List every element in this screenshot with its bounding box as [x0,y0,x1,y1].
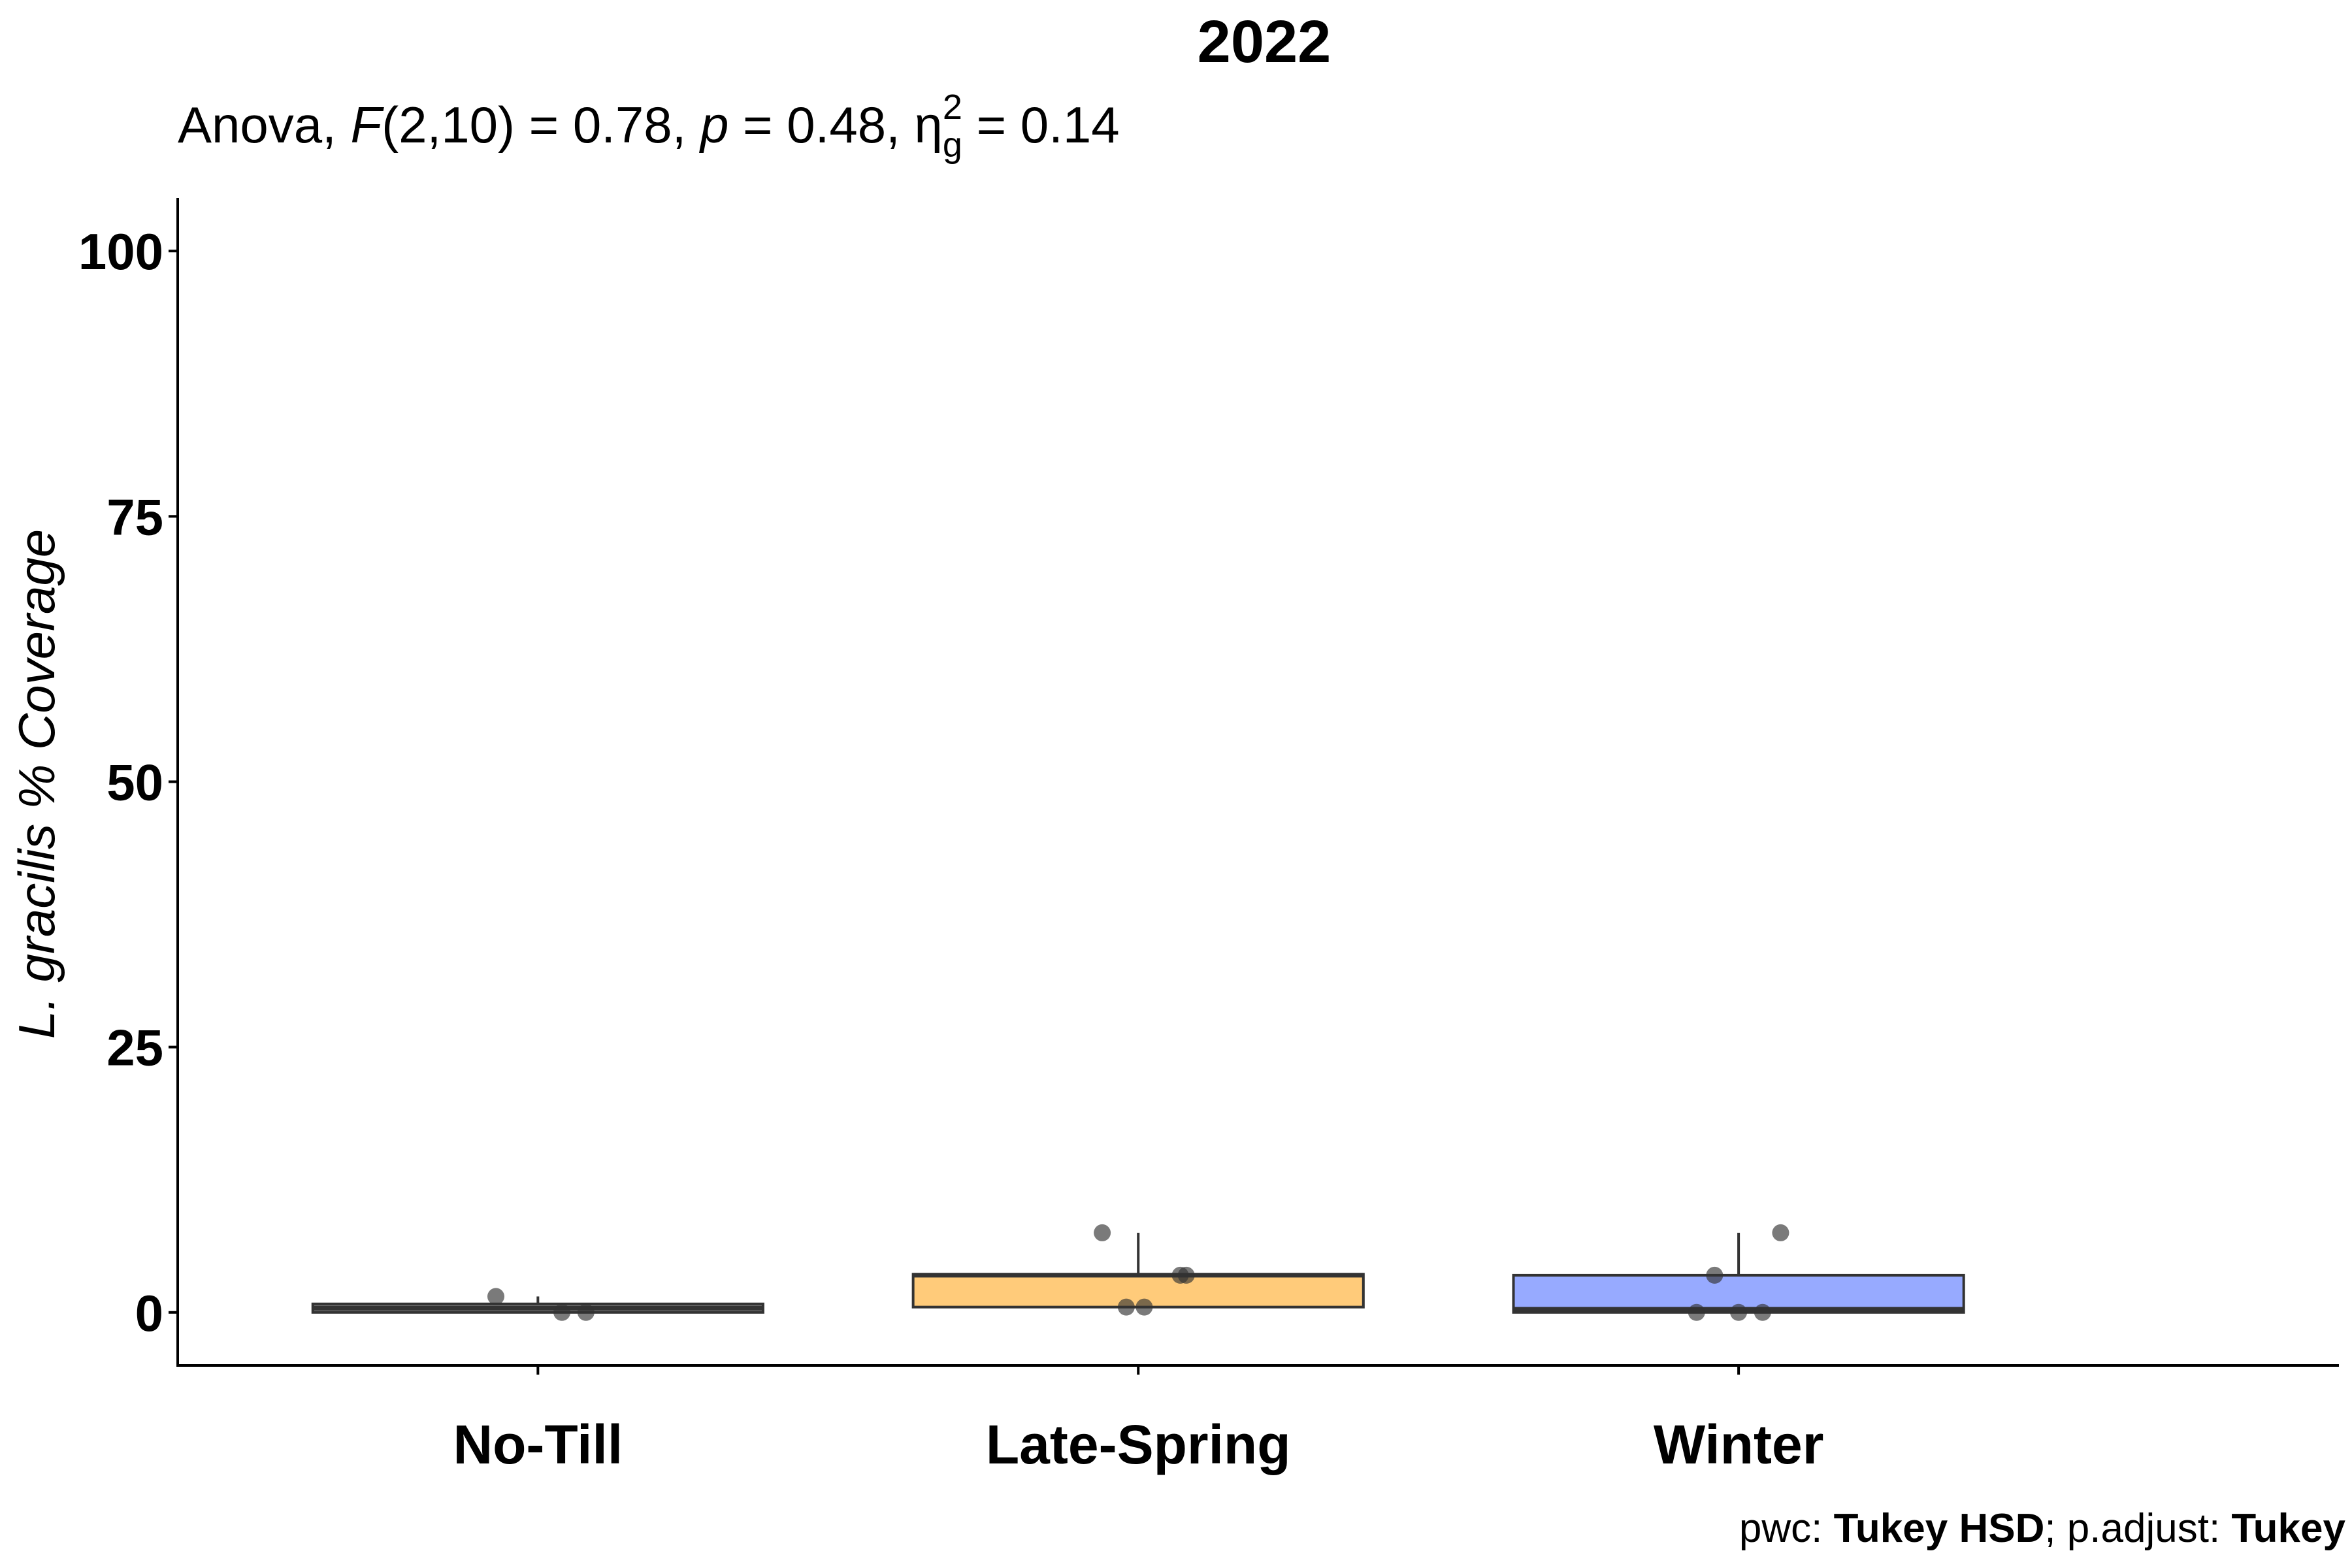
y-tick-label: 100 [78,223,163,280]
data-point [553,1303,571,1321]
chart-title: 2022 [1198,8,1331,75]
data-point [1772,1224,1789,1241]
caption-padjust-method: Tukey [2231,1506,2345,1551]
x-tick-label: No-Till [453,1414,623,1475]
subtitle-f-value: (2,10) = 0.78, [382,96,700,154]
y-axis-label: L. gracilis % Coverage [8,529,65,1039]
subtitle-eta-value: = 0.14 [962,96,1120,154]
subtitle-p-value: = 0.48, [728,96,914,154]
data-point [487,1288,505,1305]
x-tick-label: Late-Spring [986,1414,1291,1475]
subtitle-eta-symbol: η [914,96,942,154]
plot-area: 0 25 50 75 100 No-Till Late-Spring Winter [78,198,2339,1475]
pwc-caption: pwc: Tukey HSD; p.adjust: Tukey [1739,1506,2346,1551]
subtitle-eta-sup: 2 [943,88,962,127]
data-point [1754,1303,1771,1321]
data-point [1730,1303,1748,1321]
data-point [1117,1298,1135,1316]
caption-padjust-prefix: ; p.adjust: [2044,1506,2231,1551]
x-tick-label: Winter [1654,1414,1824,1475]
subtitle-prefix: Anova, [178,96,351,154]
data-point [1706,1266,1723,1284]
caption-pwc-prefix: pwc: [1739,1506,1834,1551]
data-point [577,1303,595,1321]
anova-subtitle: Anova, F(2,10) = 0.78, p = 0.48, ηg2 = 0… [178,88,1120,165]
subtitle-p-symbol: p [699,96,728,154]
subtitle-eta-sub: g [943,125,962,165]
y-tick-label: 25 [106,1019,163,1077]
subtitle-f-symbol: F [351,96,385,154]
y-tick-label: 75 [106,488,163,546]
data-point [1135,1298,1153,1316]
y-tick-label: 50 [106,754,163,811]
caption-pwc-method: Tukey HSD [1834,1506,2045,1551]
data-point [1094,1224,1111,1241]
y-tick-label: 0 [135,1284,163,1342]
data-point [1688,1303,1705,1321]
data-point [1177,1266,1195,1284]
